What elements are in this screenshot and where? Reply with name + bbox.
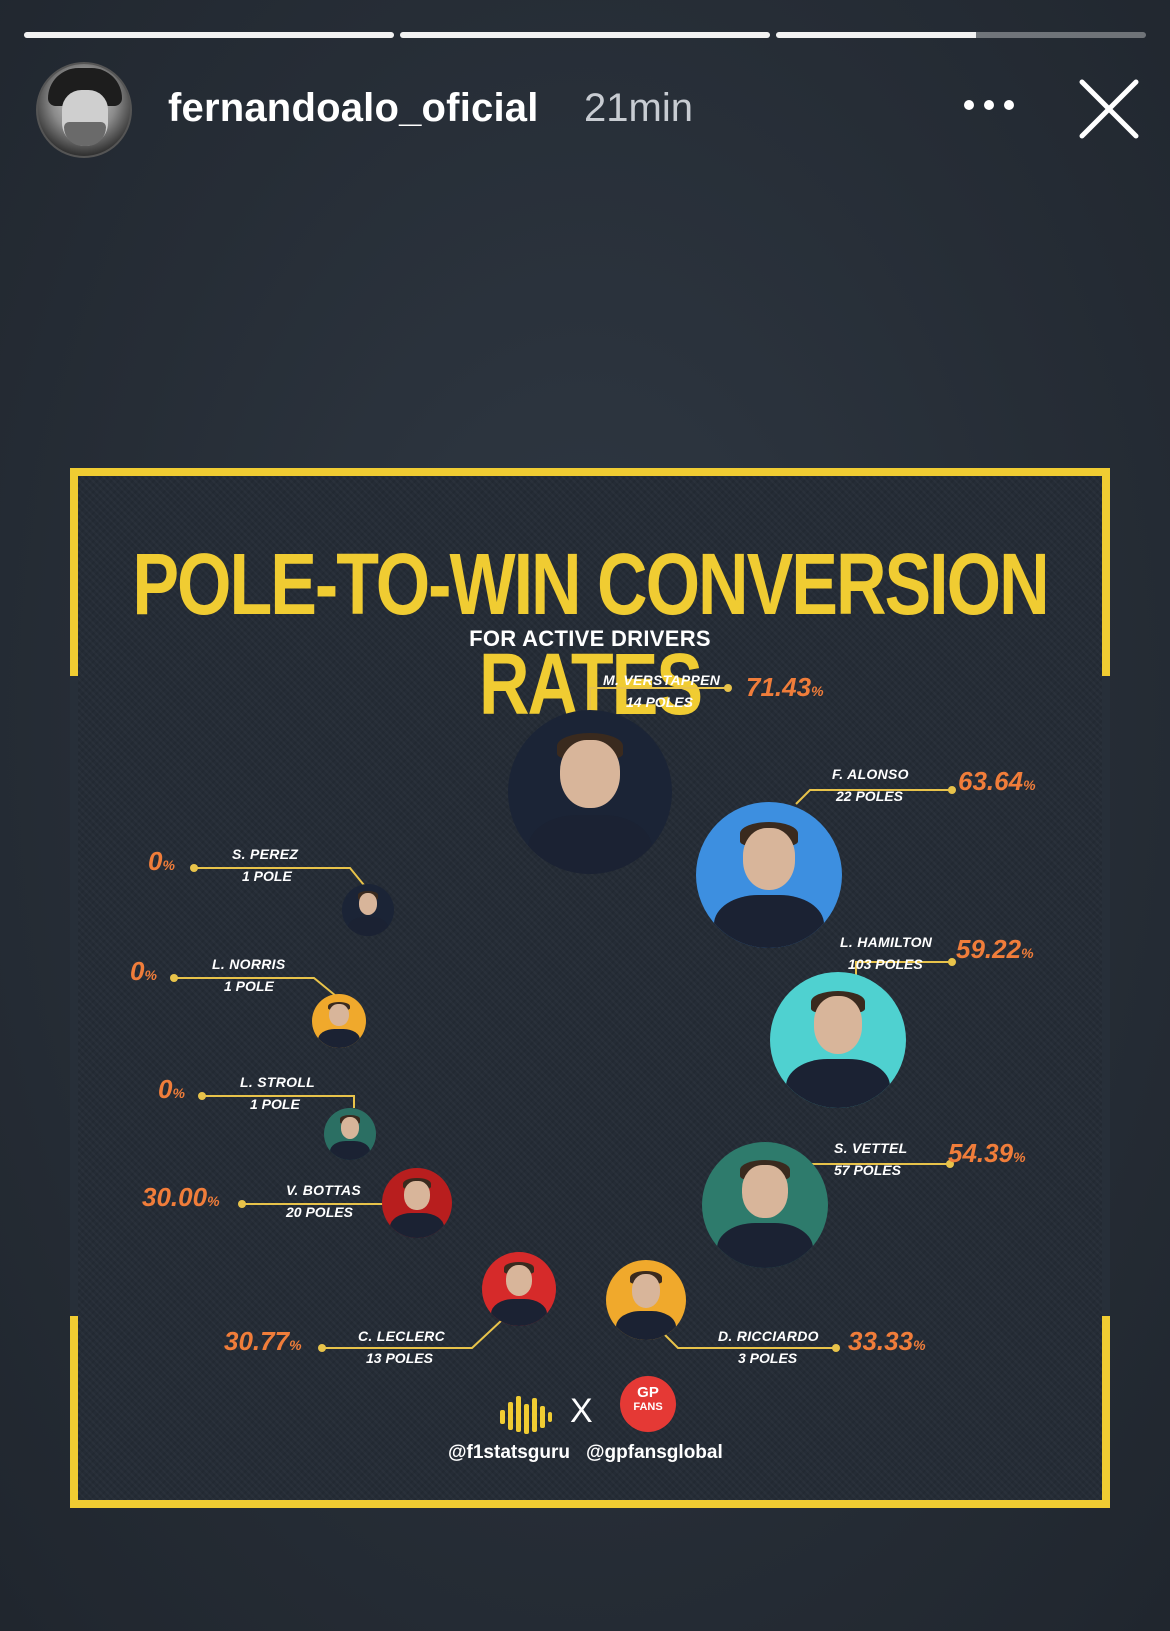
driver-name: S. VETTEL bbox=[834, 1140, 908, 1156]
vettel-photo bbox=[702, 1142, 828, 1268]
bottas-photo bbox=[382, 1168, 452, 1238]
alonso-photo bbox=[696, 802, 842, 948]
progress-fill-3 bbox=[776, 32, 976, 38]
driver-poles: 1 POLE bbox=[242, 868, 292, 884]
infographic-subtitle: FOR ACTIVE DRIVERS bbox=[469, 626, 711, 651]
driver-poles: 57 POLES bbox=[834, 1162, 901, 1178]
close-icon[interactable] bbox=[1078, 78, 1140, 140]
driver-name: M. VERSTAPPEN bbox=[603, 672, 721, 688]
driver-name: F. ALONSO bbox=[832, 766, 909, 782]
driver-poles: 22 POLES bbox=[836, 788, 903, 804]
conversion-rate: 30.77% bbox=[224, 1326, 302, 1356]
conversion-rate: 0% bbox=[158, 1074, 185, 1104]
collab-separator: X bbox=[570, 1392, 593, 1430]
perez-photo bbox=[342, 884, 394, 936]
story-progress-bar bbox=[24, 32, 1146, 38]
post-timestamp: 21min bbox=[584, 86, 693, 130]
conversion-rate: 63.64% bbox=[958, 766, 1036, 796]
f1statsguru-logo bbox=[500, 1396, 552, 1434]
stroll-photo bbox=[324, 1108, 376, 1160]
driver-name: L. NORRIS bbox=[212, 956, 286, 972]
hamilton-photo bbox=[770, 972, 906, 1108]
driver-poles: 20 POLES bbox=[286, 1204, 353, 1220]
conversion-rate: 54.39% bbox=[948, 1138, 1026, 1168]
driver-poles: 13 POLES bbox=[366, 1350, 433, 1366]
progress-segment-1 bbox=[24, 32, 394, 38]
conversion-rate: 33.33% bbox=[848, 1326, 926, 1356]
progress-fill-1 bbox=[24, 32, 394, 38]
handle-f1statsguru: @f1statsguru bbox=[448, 1442, 570, 1463]
driver-poles: 103 POLES bbox=[848, 956, 923, 972]
driver-poles: 14 POLES bbox=[626, 694, 693, 710]
ricciardo-photo bbox=[606, 1260, 686, 1340]
infographic-image: POLE-TO-WIN CONVERSION RATES FOR ACTIVE … bbox=[70, 468, 1110, 1508]
driver-name: S. PEREZ bbox=[232, 846, 299, 862]
avatar-beard bbox=[64, 122, 106, 146]
more-options-icon[interactable] bbox=[964, 100, 1014, 114]
username[interactable]: fernandoalo_oficial bbox=[168, 86, 539, 130]
driver-poles: 1 POLE bbox=[250, 1096, 300, 1112]
profile-avatar[interactable] bbox=[36, 62, 132, 158]
driver-name: V. BOTTAS bbox=[286, 1182, 362, 1198]
handle-gpfansglobal: @gpfansglobal bbox=[586, 1442, 723, 1463]
progress-fill-2 bbox=[400, 32, 770, 38]
conversion-rate: 0% bbox=[130, 956, 157, 986]
progress-segment-2 bbox=[400, 32, 770, 38]
driver-poles: 3 POLES bbox=[738, 1350, 798, 1366]
frame-gap-right bbox=[1102, 676, 1110, 1316]
driver-name: D. RICCIARDO bbox=[718, 1328, 819, 1344]
verstappen-photo bbox=[508, 710, 672, 874]
driver-poles: 1 POLE bbox=[224, 978, 274, 994]
conversion-rate: 30.00% bbox=[142, 1182, 220, 1212]
conversion-rate: 0% bbox=[148, 846, 175, 876]
progress-segment-3 bbox=[776, 32, 1146, 38]
norris-photo bbox=[312, 994, 366, 1048]
frame-gap-left bbox=[70, 676, 78, 1316]
gpfans-logo: GP FANS bbox=[620, 1376, 676, 1432]
leclerc-photo bbox=[482, 1252, 556, 1326]
conversion-rate: 59.22% bbox=[956, 934, 1034, 964]
driver-name: L. HAMILTON bbox=[840, 934, 933, 950]
conversion-rate: 71.43% bbox=[746, 672, 824, 702]
driver-name: C. LECLERC bbox=[358, 1328, 445, 1344]
driver-name: L. STROLL bbox=[240, 1074, 316, 1090]
